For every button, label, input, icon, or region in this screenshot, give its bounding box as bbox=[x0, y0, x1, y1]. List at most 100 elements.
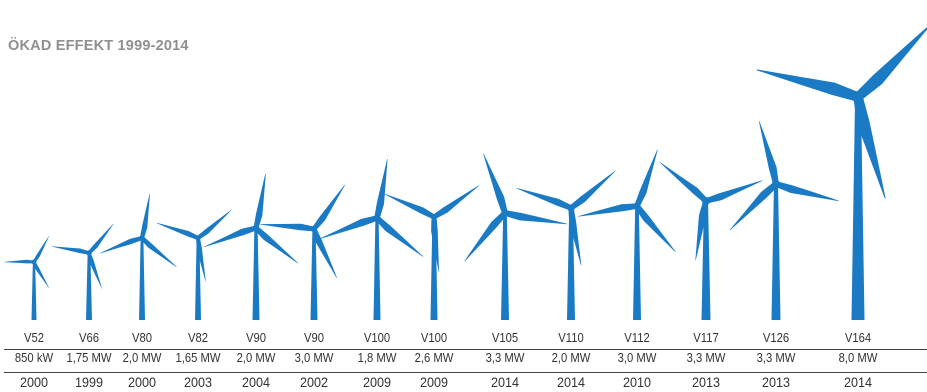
turbine-blade bbox=[374, 158, 388, 219]
turbine-blade bbox=[87, 252, 103, 289]
turbine-model-label: V117 bbox=[693, 331, 719, 345]
turbine-blade bbox=[695, 200, 709, 261]
turbine-hub bbox=[701, 196, 711, 206]
wind-turbine bbox=[659, 162, 763, 320]
turbine-hub bbox=[373, 214, 381, 222]
turbine-year-label: 2010 bbox=[622, 374, 652, 390]
turbine-power-label: 1,65 MW bbox=[175, 351, 221, 365]
turbine-blade bbox=[432, 185, 480, 219]
turbine-blade bbox=[464, 211, 508, 262]
turbine-model-label: V110 bbox=[558, 331, 584, 345]
turbine-blade bbox=[260, 223, 315, 232]
turbine-blade bbox=[254, 226, 299, 264]
turbine-hub bbox=[86, 250, 92, 256]
turbine-blade bbox=[504, 210, 568, 225]
wind-turbine bbox=[516, 170, 616, 320]
turbine-blade bbox=[705, 180, 763, 204]
turbine-year-label: 1999 bbox=[74, 374, 104, 390]
turbine-year-label: 2009 bbox=[419, 374, 449, 390]
turbine-blade bbox=[758, 121, 779, 185]
turbine-blade bbox=[853, 95, 886, 199]
turbine-model-label: V66 bbox=[78, 331, 100, 345]
turbine-blade bbox=[99, 236, 143, 254]
turbine-blade bbox=[4, 259, 34, 264]
turbine-year-label: 2013 bbox=[691, 374, 721, 390]
turbine-power-label: 1,8 MW bbox=[357, 351, 397, 365]
turbine-tower bbox=[310, 229, 318, 320]
wind-turbine bbox=[756, 26, 927, 320]
turbine-hub bbox=[501, 209, 509, 217]
divider-line bbox=[4, 349, 927, 350]
turbine-blade bbox=[375, 215, 424, 257]
turbine-power-label: 2,0 MW bbox=[551, 351, 591, 365]
turbine-hub bbox=[310, 225, 318, 233]
turbine-blade bbox=[253, 173, 266, 229]
turbine-year-label: 2003 bbox=[183, 374, 213, 390]
turbine-model-label: V164 bbox=[844, 331, 872, 345]
turbine-year-label: 2000 bbox=[19, 374, 49, 390]
turbine-blade bbox=[431, 216, 439, 272]
turbine-model-label: V126 bbox=[762, 331, 790, 345]
turbine-power-label: 2,6 MW bbox=[414, 351, 454, 365]
turbine-power-label: 3,0 MW bbox=[294, 351, 334, 365]
turbine-year-label: 2009 bbox=[362, 374, 392, 390]
turbine-power-label: 3,3 MW bbox=[756, 351, 796, 365]
turbine-year-label: 2014 bbox=[843, 374, 873, 390]
turbine-year-label: 2014 bbox=[556, 374, 586, 390]
turbine-power-label: 8,0 MW bbox=[838, 351, 878, 365]
turbine-blade bbox=[775, 181, 839, 202]
wind-turbine bbox=[320, 158, 424, 320]
turbine-blade bbox=[311, 228, 337, 278]
turbine-year-label: 2014 bbox=[490, 374, 520, 390]
turbine-hub bbox=[771, 179, 781, 189]
wind-turbine bbox=[51, 223, 114, 320]
turbine-tower bbox=[771, 184, 781, 320]
turbine-blade bbox=[140, 236, 177, 268]
wind-turbine bbox=[156, 209, 232, 320]
turbine-power-label: 1,75 MW bbox=[66, 351, 112, 365]
turbine-power-label: 2,0 MW bbox=[236, 351, 276, 365]
turbine-hub bbox=[139, 235, 145, 241]
turbine-blade bbox=[32, 261, 50, 288]
turbine-blade bbox=[729, 181, 779, 231]
turbine-tower bbox=[252, 228, 260, 320]
turbine-blade bbox=[32, 236, 50, 263]
turbine-power-label: 2,0 MW bbox=[122, 351, 162, 365]
turbine-power-label: 3,3 MW bbox=[686, 351, 726, 365]
turbine-tower bbox=[851, 97, 865, 320]
turbine-tower bbox=[139, 238, 145, 320]
turbine-hub bbox=[567, 204, 575, 212]
turbine-blade bbox=[854, 26, 927, 101]
turbine-blade bbox=[577, 203, 638, 217]
turbine-blade bbox=[87, 223, 114, 255]
turbine-hub bbox=[31, 259, 37, 265]
turbine-power-label: 3,3 MW bbox=[485, 351, 525, 365]
turbine-blade bbox=[140, 193, 150, 239]
turbine-blade bbox=[569, 170, 616, 210]
turbine-model-label: V82 bbox=[187, 331, 209, 345]
turbine-model-label: V52 bbox=[23, 331, 45, 345]
turbine-blade bbox=[196, 209, 232, 240]
turbine-model-label: V90 bbox=[245, 331, 267, 345]
turbine-tower bbox=[701, 201, 711, 320]
turbine-tower bbox=[31, 262, 37, 320]
turbine-power-label: 850 kW bbox=[14, 351, 54, 365]
chart-title: ÖKAD EFFEKT 1999-2014 bbox=[8, 38, 189, 54]
turbine-tower bbox=[86, 253, 92, 320]
wind-turbine bbox=[99, 193, 177, 320]
turbine-year-label: 2000 bbox=[127, 374, 157, 390]
turbine-blade bbox=[634, 149, 658, 207]
turbine-hub bbox=[430, 213, 438, 221]
turbine-blade bbox=[51, 246, 90, 255]
turbine-year-label: 2013 bbox=[761, 374, 791, 390]
turbine-model-label: V100 bbox=[420, 331, 448, 345]
divider-line bbox=[4, 372, 927, 373]
turbine-hub bbox=[195, 235, 201, 241]
wind-turbine bbox=[729, 121, 839, 320]
turbine-blade bbox=[634, 204, 676, 253]
turbine-model-label: V112 bbox=[624, 331, 650, 345]
turbine-year-label: 2002 bbox=[299, 374, 329, 390]
turbine-tower bbox=[373, 218, 381, 320]
wind-turbine bbox=[577, 149, 676, 320]
turbine-power-label: 3,0 MW bbox=[617, 351, 657, 365]
